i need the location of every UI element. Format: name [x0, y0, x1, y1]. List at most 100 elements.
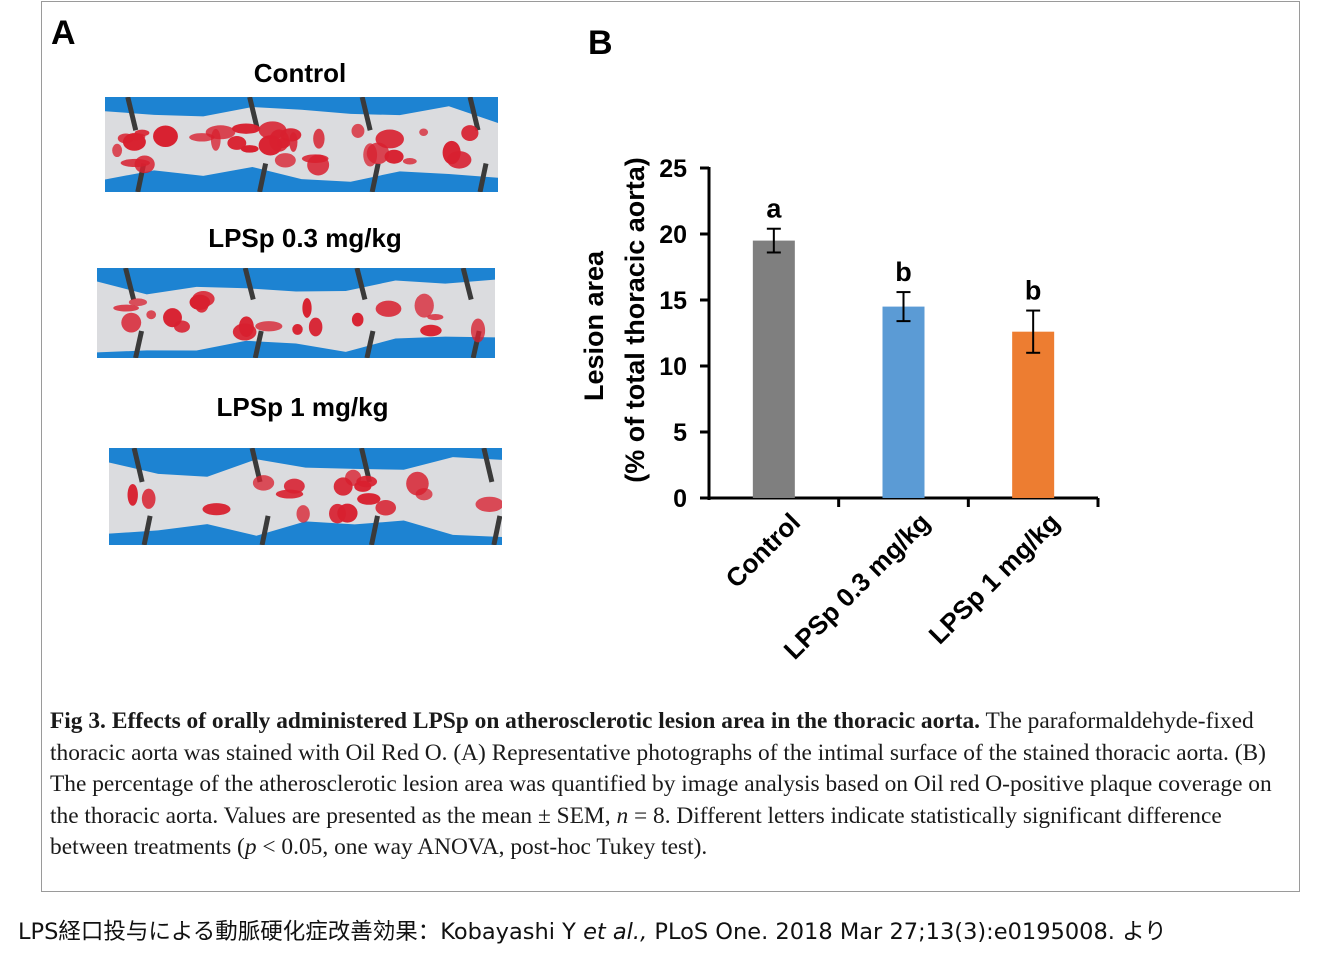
plaque-17 [366, 142, 390, 165]
plaque-15 [274, 153, 296, 168]
aorta-photo-lpsp-1 [109, 448, 502, 545]
plaque-2 [375, 500, 397, 516]
plaque-23 [289, 132, 298, 152]
pin-bottom-1 [252, 330, 264, 358]
aorta-tissue-illustration [105, 97, 498, 192]
pin-bottom-3 [477, 162, 489, 192]
aorta-tissue [109, 457, 502, 538]
caption-n-symbol: n [616, 802, 629, 829]
pin-bottom-0 [141, 515, 153, 545]
plaque-13 [173, 320, 190, 333]
caption-text-1: The paraformaldehyde-fixed thoracic aort… [50, 708, 1272, 829]
plaque-26 [134, 129, 150, 137]
aorta-photo-lpsp-03 [97, 268, 495, 358]
plaque-5 [475, 496, 502, 512]
plaque-17 [415, 488, 433, 501]
photo-title-control: Control [253, 58, 347, 88]
plaque-4 [351, 312, 364, 327]
figure-caption: Fig 3. Effects of orally administered LPS… [50, 706, 1295, 864]
citation-prefix: LPS経口投与による動脈硬化症改善効果：Kobayashi Y [18, 919, 584, 945]
plaque-4 [141, 488, 156, 509]
pin-top-0 [125, 97, 139, 131]
citation-etal: et al., [583, 919, 648, 945]
citation-line: LPS経口投与による動脈硬化症改善効果：Kobayashi Y et al., … [18, 914, 1318, 946]
y-tick-label-0: 0 [673, 485, 687, 513]
caption-text-2: = 8. Different letters indicate statisti… [50, 802, 1222, 861]
aorta-tissue-illustration [109, 448, 502, 545]
plaque-12 [192, 291, 215, 307]
pin-bottom-0 [133, 330, 145, 358]
pin-top-3 [467, 97, 481, 131]
plaque-7 [275, 489, 304, 499]
pin-top-2 [354, 268, 368, 301]
plaque-17 [375, 300, 402, 317]
aorta-tissue-illustration [97, 268, 495, 358]
plaque-16 [238, 316, 254, 337]
plaque-20 [113, 304, 140, 312]
plaque-18 [419, 128, 429, 136]
panel-b-letter: B [588, 24, 613, 62]
bar-2 [1012, 331, 1055, 498]
plaque-1 [461, 125, 479, 141]
caption-text-3: < 0.05, one way ANOVA, post-hoc Tukey te… [256, 834, 708, 860]
significance-letter-2: b [1025, 276, 1042, 306]
plaque-8 [292, 323, 303, 335]
pin-bottom-2 [369, 162, 381, 192]
plaque-28 [258, 121, 287, 140]
plaque-15 [420, 324, 442, 337]
y-tick-label-2: 10 [659, 353, 687, 381]
plaque-31 [307, 154, 330, 176]
pin-bottom-2 [369, 515, 380, 545]
plaque-3 [313, 128, 325, 149]
plaque-6 [351, 123, 365, 138]
plaque-8 [227, 136, 247, 150]
plaque-30 [258, 135, 283, 156]
panel-a-letter: A [51, 14, 76, 52]
plaque-21 [189, 133, 215, 142]
y-tick-label-5: 25 [659, 155, 687, 183]
y-tick-label-4: 20 [659, 221, 687, 249]
pin-top-2 [359, 97, 373, 131]
pin-top-0 [131, 448, 145, 483]
plaque-22 [112, 143, 123, 158]
x-category-label-2: LPSp 1 mg/kg [923, 507, 1066, 650]
y-tick-label-3: 15 [659, 287, 687, 315]
y-tick-label-1: 5 [673, 419, 687, 447]
plaque-4 [231, 123, 261, 134]
plaque-14 [240, 145, 259, 153]
plaque-33 [384, 149, 404, 164]
bar-chart: Lesion area (% of total thoracic aorta) … [579, 155, 1100, 665]
plaque-14 [146, 310, 157, 320]
plaque-10 [153, 125, 178, 148]
plaque-21 [470, 318, 486, 343]
plaque-24 [375, 129, 404, 149]
bar-0 [752, 240, 795, 498]
significance-letter-1: b [895, 257, 912, 287]
pin-bottom-1 [257, 162, 269, 192]
pin-top-3 [460, 268, 474, 301]
plaque-0 [202, 503, 231, 516]
plaque-18 [128, 298, 148, 307]
pin-bottom-2 [364, 330, 376, 358]
caption-figure-number: Fig 3. [50, 708, 106, 734]
aorta-photo-control [105, 97, 498, 192]
citation-suffix: PLoS One. 2018 Mar 27;13(3):e0195008. より [647, 919, 1167, 945]
pin-top-3 [481, 448, 495, 483]
plaque-7 [255, 321, 283, 332]
plaque-32 [134, 155, 155, 174]
photo-title-lpsp-1: LPSp 1 mg/kg [216, 392, 389, 422]
pin-bottom-3 [491, 515, 502, 545]
pin-top-0 [123, 268, 136, 301]
bar-1 [882, 306, 925, 498]
pin-bottom-1 [259, 515, 271, 545]
plaque-15 [333, 477, 353, 496]
plaque-2 [308, 317, 323, 337]
plaque-1 [427, 313, 444, 321]
plaque-6 [302, 298, 312, 318]
y-axis-label-line1: Lesion area [579, 250, 609, 401]
plaque-25 [210, 128, 221, 151]
plaque-16 [402, 158, 417, 165]
plaque-1 [252, 475, 275, 491]
plaque-14 [296, 505, 310, 523]
plaque-16 [329, 503, 346, 524]
